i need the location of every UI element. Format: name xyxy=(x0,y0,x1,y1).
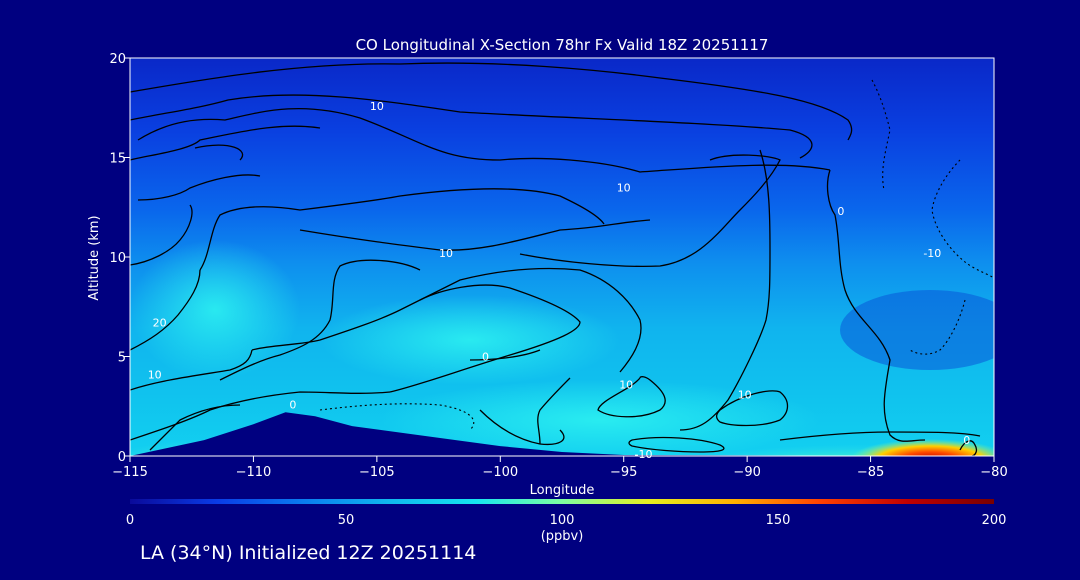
field-co-hotspot xyxy=(850,435,994,456)
field-blue-band-east xyxy=(840,290,994,370)
field-cyan-west xyxy=(130,240,300,380)
contour-label: -10 xyxy=(923,247,941,260)
contour-label: -10 xyxy=(635,448,653,461)
y-tick-label: 0 xyxy=(118,450,126,465)
x-tick-label: −85 xyxy=(857,465,884,480)
y-axis-label: Altitude (km) xyxy=(87,215,102,300)
contour-label: 10 xyxy=(439,247,453,260)
colorbar-unit-label: (ppbv) xyxy=(541,529,584,544)
contour-label: 20 xyxy=(153,317,167,330)
contour-lines xyxy=(130,62,981,456)
y-tick-label: 20 xyxy=(109,52,126,67)
y-tick-label: 10 xyxy=(109,251,126,266)
colorbar xyxy=(130,499,994,504)
terrain-mask xyxy=(130,412,994,456)
x-axis: −115 −110 −105 −100 −95 −90 −85 −80 xyxy=(112,456,1008,480)
colorbar-tick-label: 200 xyxy=(982,513,1007,528)
contour-label: 10 xyxy=(370,100,384,113)
y-axis: 0 5 10 15 20 xyxy=(109,52,130,465)
contour-label: 10 xyxy=(738,388,752,401)
colorbar-tick-label: 150 xyxy=(766,513,791,528)
contour-label: 0 xyxy=(289,398,296,411)
y-tick-label: 15 xyxy=(109,152,126,167)
x-tick-label: −115 xyxy=(112,465,148,480)
x-tick-label: −110 xyxy=(236,465,272,480)
x-tick-label: −95 xyxy=(610,465,637,480)
contour-label-group: 10 10 0 10 -10 20 0 10 10 10 0 -10 0 xyxy=(148,100,971,461)
chart-title: CO Longitudinal X-Section 78hr Fx Valid … xyxy=(356,36,769,54)
contour-lines-negative xyxy=(319,79,994,431)
colorbar-tick-label: 100 xyxy=(550,513,575,528)
contour-label: 10 xyxy=(617,181,631,194)
x-tick-label: −90 xyxy=(733,465,760,480)
contour-label: 0 xyxy=(482,351,489,364)
plot-area xyxy=(130,58,994,456)
field-cyan-center xyxy=(320,295,620,385)
x-tick-label: −105 xyxy=(359,465,395,480)
x-axis-label: Longitude xyxy=(530,483,595,498)
colorbar-ticks: 0 50 100 150 200 xyxy=(126,513,1007,528)
contour-label: 0 xyxy=(837,205,844,218)
y-tick-label: 5 xyxy=(118,351,126,366)
x-tick-label: −80 xyxy=(980,465,1007,480)
x-tick-label: −100 xyxy=(482,465,518,480)
colorbar-tick-label: 0 xyxy=(126,513,134,528)
contour-label: 0 xyxy=(963,434,970,447)
contour-label: 10 xyxy=(619,378,633,391)
contour-label: 10 xyxy=(148,368,162,381)
colorbar-tick-label: 50 xyxy=(338,513,355,528)
footer-init-info: LA (34°N) Initialized 12Z 20251114 xyxy=(140,542,477,564)
